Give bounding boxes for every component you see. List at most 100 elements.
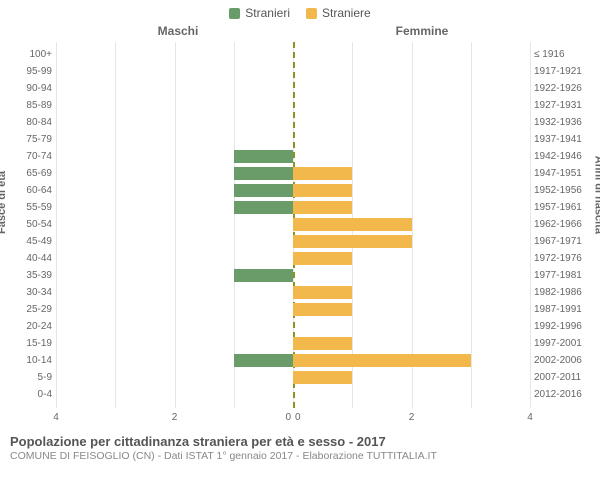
birth-year-label: 1952-1956: [530, 185, 582, 196]
age-row: 15-191997-2001: [56, 335, 530, 352]
birth-year-label: ≤ 1916: [530, 49, 565, 60]
age-row: 10-142002-2006: [56, 352, 530, 369]
age-label: 20-24: [26, 321, 56, 332]
age-row: 35-391977-1981: [56, 267, 530, 284]
age-row: 30-341982-1986: [56, 284, 530, 301]
age-label: 100+: [29, 49, 56, 60]
panel-titles: Maschi Femmine: [0, 24, 600, 38]
birth-year-label: 2007-2011: [530, 372, 581, 383]
birth-year-label: 1997-2001: [530, 338, 582, 349]
bar-female: [293, 184, 352, 197]
birth-year-label: 1987-1991: [530, 304, 582, 315]
bar-female: [293, 167, 352, 180]
bar-male: [234, 201, 293, 214]
chart: Fasce di età Anni di nascita 100+≤ 19169…: [0, 38, 600, 430]
age-row: 5-92007-2011: [56, 369, 530, 386]
birth-year-label: 1992-1996: [530, 321, 582, 332]
age-label: 60-64: [26, 185, 56, 196]
bar-male: [234, 167, 293, 180]
bar-male: [234, 150, 293, 163]
age-row: 40-441972-1976: [56, 250, 530, 267]
x-tick-label: 0: [295, 412, 301, 423]
age-row: 65-691947-1951: [56, 165, 530, 182]
age-row: 95-991917-1921: [56, 63, 530, 80]
age-label: 25-29: [26, 304, 56, 315]
bar-female: [293, 235, 412, 248]
age-label: 40-44: [26, 253, 56, 264]
legend-swatch-female: [306, 8, 317, 19]
age-label: 45-49: [26, 236, 56, 247]
birth-year-label: 1967-1971: [530, 236, 582, 247]
age-label: 95-99: [26, 66, 56, 77]
age-label: 75-79: [26, 134, 56, 145]
birth-year-label: 2002-2006: [530, 355, 582, 366]
legend-item-male: Stranieri: [229, 6, 290, 20]
bar-female: [293, 303, 352, 316]
birth-year-label: 1962-1966: [530, 219, 582, 230]
age-row: 55-591957-1961: [56, 199, 530, 216]
age-row: 90-941922-1926: [56, 80, 530, 97]
birth-year-label: 1937-1941: [530, 134, 582, 145]
bar-male: [234, 184, 293, 197]
legend-item-female: Straniere: [306, 6, 371, 20]
age-label: 85-89: [26, 100, 56, 111]
birth-year-label: 1947-1951: [530, 168, 582, 179]
age-label: 5-9: [38, 372, 56, 383]
bar-male: [234, 269, 293, 282]
age-row: 45-491967-1971: [56, 233, 530, 250]
age-label: 65-69: [26, 168, 56, 179]
birth-year-label: 1927-1931: [530, 100, 582, 111]
age-label: 10-14: [26, 355, 56, 366]
x-tick-label: 4: [53, 412, 59, 423]
bar-female: [293, 354, 471, 367]
bar-female: [293, 371, 352, 384]
age-label: 50-54: [26, 219, 56, 230]
age-label: 90-94: [26, 83, 56, 94]
x-tick-label: 4: [527, 412, 533, 423]
legend-label-female: Straniere: [322, 6, 371, 20]
panel-title-female: Femmine: [300, 24, 600, 38]
y-axis-title-left: Fasce di età: [0, 171, 8, 234]
age-label: 55-59: [26, 202, 56, 213]
x-tick-label: 2: [409, 412, 415, 423]
age-row: 100+≤ 1916: [56, 46, 530, 63]
bar-female: [293, 286, 352, 299]
age-label: 30-34: [26, 287, 56, 298]
footer: Popolazione per cittadinanza straniera p…: [0, 430, 600, 462]
age-row: 50-541962-1966: [56, 216, 530, 233]
bar-female: [293, 252, 352, 265]
bar-female: [293, 218, 412, 231]
age-row: 25-291987-1991: [56, 301, 530, 318]
birth-year-label: 1932-1936: [530, 117, 582, 128]
birth-year-label: 1942-1946: [530, 151, 582, 162]
x-tick-label: 2: [172, 412, 178, 423]
birth-year-label: 1922-1926: [530, 83, 582, 94]
legend: Stranieri Straniere: [0, 0, 600, 20]
legend-swatch-male: [229, 8, 240, 19]
age-row: 60-641952-1956: [56, 182, 530, 199]
age-label: 0-4: [38, 389, 56, 400]
age-row: 0-42012-2016: [56, 386, 530, 403]
bar-female: [293, 201, 352, 214]
age-label: 35-39: [26, 270, 56, 281]
chart-title: Popolazione per cittadinanza straniera p…: [10, 434, 590, 449]
x-tick-label: 0: [285, 412, 291, 423]
x-axis-ticks: 4 2 00 2 4: [56, 412, 530, 426]
y-axis-title-right: Anni di nascita: [592, 156, 600, 234]
age-label: 80-84: [26, 117, 56, 128]
legend-label-male: Stranieri: [245, 6, 290, 20]
age-row: 70-741942-1946: [56, 148, 530, 165]
age-label: 70-74: [26, 151, 56, 162]
birth-year-label: 1977-1981: [530, 270, 582, 281]
plot-area: 100+≤ 191695-991917-192190-941922-192685…: [56, 42, 530, 408]
birth-year-label: 2012-2016: [530, 389, 582, 400]
birth-year-label: 1957-1961: [530, 202, 582, 213]
birth-year-label: 1982-1986: [530, 287, 582, 298]
birth-year-label: 1972-1976: [530, 253, 582, 264]
age-row: 75-791937-1941: [56, 131, 530, 148]
panel-title-male: Maschi: [0, 24, 300, 38]
age-row: 85-891927-1931: [56, 97, 530, 114]
bar-male: [234, 354, 293, 367]
age-row: 80-841932-1936: [56, 114, 530, 131]
age-row: 20-241992-1996: [56, 318, 530, 335]
